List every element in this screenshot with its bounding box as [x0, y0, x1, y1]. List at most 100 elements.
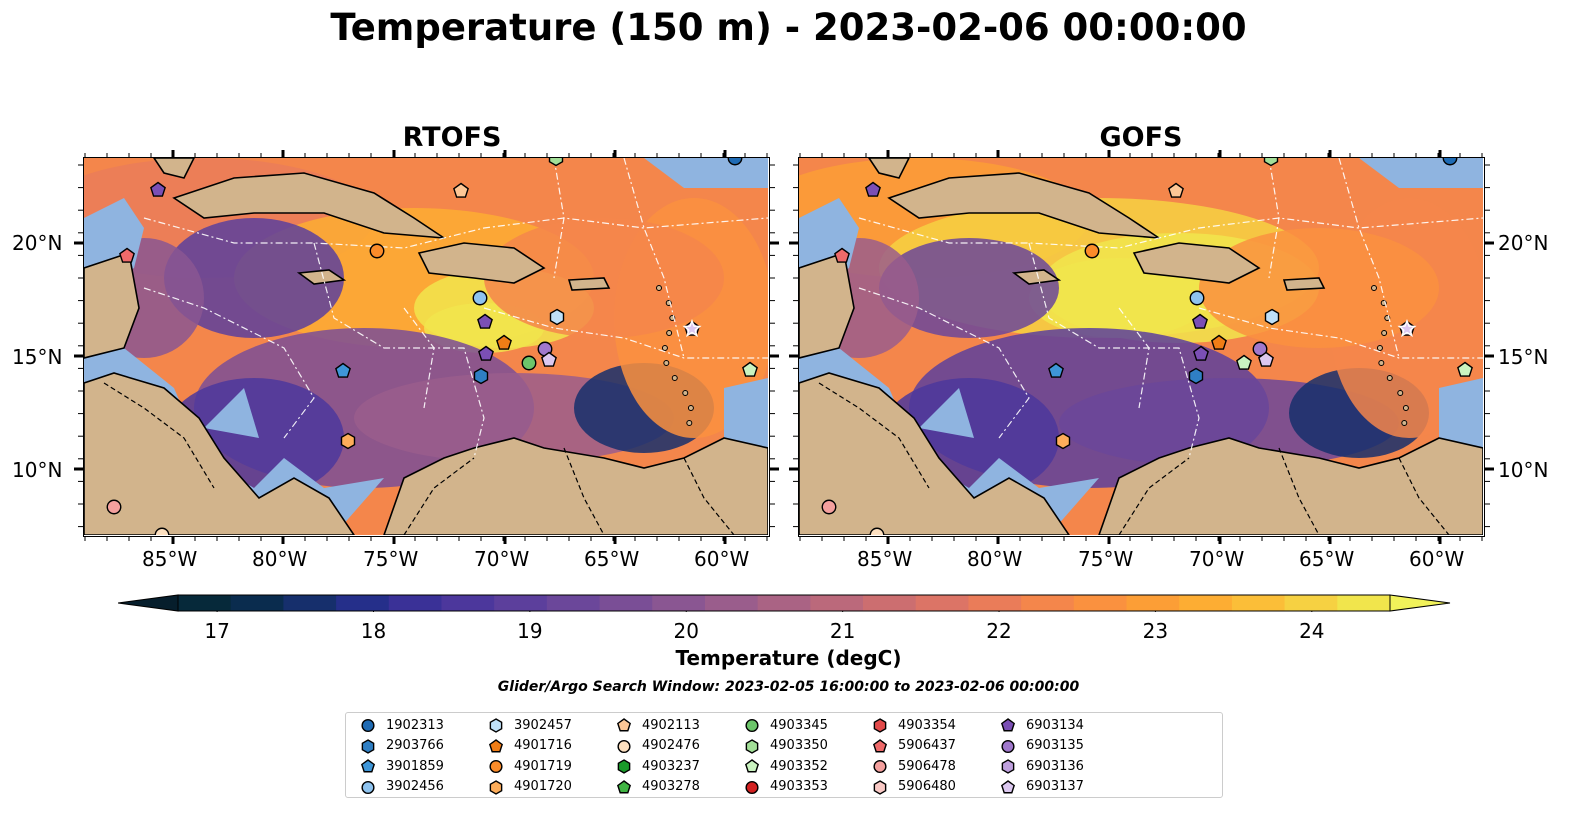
float-marker-3902456[interactable] — [472, 290, 488, 306]
float-marker-4903350[interactable] — [1263, 158, 1279, 167]
border-line — [1398, 457, 1450, 535]
legend-item-4903352: 4903352 — [744, 756, 828, 776]
colorbar-over-arrow — [1389, 594, 1451, 612]
land-polygon — [296, 269, 347, 285]
island — [1397, 390, 1404, 396]
colorbar-bin — [1021, 595, 1075, 611]
legend-marker — [617, 739, 631, 753]
float-marker-4901720[interactable] — [1055, 432, 1071, 450]
float-marker-6903134[interactable] — [150, 181, 166, 197]
float-marker-5906478[interactable] — [821, 499, 837, 515]
legend-item-5906478: 5906478 — [872, 756, 956, 776]
eez-line — [313, 242, 485, 459]
float-marker-4903352[interactable] — [1236, 354, 1252, 370]
land-polygon — [153, 158, 195, 179]
legend-label: 4903350 — [770, 738, 828, 753]
x-tick-label: 65°W — [1299, 547, 1355, 571]
legend-label: 4903345 — [770, 717, 828, 733]
x-tick-label: 85°W — [857, 547, 913, 571]
legend-item-5906437: 5906437 — [872, 736, 956, 756]
legend: 1902313 2903766 3901859 3902456 3902457 49017… — [345, 712, 1223, 798]
x-tick-label: 75°W — [363, 547, 419, 571]
legend-item-4903345: 4903345 — [744, 715, 828, 735]
y-tick-label: 20°N — [1498, 231, 1549, 255]
eez-boundaries — [858, 158, 1483, 459]
colorbar-bin — [546, 595, 601, 611]
land-polygon — [868, 158, 910, 179]
island — [1401, 420, 1408, 426]
float-marker-3901859[interactable] — [335, 362, 351, 378]
float-marker-4903352[interactable] — [1457, 361, 1473, 377]
float-marker-4903352[interactable] — [742, 361, 758, 377]
float-marker-6903134[interactable] — [477, 313, 493, 329]
float-marker-4902113[interactable] — [1168, 182, 1184, 198]
rtofs-map[interactable] — [83, 157, 770, 537]
float-marker-2903766[interactable] — [473, 367, 489, 385]
float-marker-1902313[interactable] — [1442, 158, 1458, 166]
float-marker-6903137[interactable] — [541, 351, 557, 367]
float-marker-5906437[interactable] — [119, 247, 135, 263]
float-marker-4903345[interactable] — [521, 355, 537, 371]
hexagon-marker-icon — [361, 738, 375, 754]
eez-line — [1028, 242, 1200, 459]
float-marker-4901716[interactable] — [1211, 334, 1227, 350]
legend-item-4902113: 4902113 — [616, 715, 700, 735]
island — [663, 360, 670, 366]
float-marker-4901716[interactable] — [496, 334, 512, 350]
x-tick-label: 70°W — [474, 547, 530, 571]
float-marker-4902113[interactable] — [453, 182, 469, 198]
eez-line — [1118, 307, 1150, 409]
float-marker-6903137[interactable] — [1258, 351, 1274, 367]
float-marker-4902476[interactable] — [869, 527, 885, 535]
float-marker-3901859[interactable] — [1048, 362, 1064, 378]
colorbar-bin — [494, 595, 548, 611]
colorbar-tick-label: 23 — [1142, 619, 1169, 643]
hexagon-marker-icon — [745, 738, 759, 754]
legend-label: 4903352 — [770, 758, 828, 774]
eez-line — [1198, 307, 1483, 359]
float-marker-2903766[interactable] — [1188, 367, 1204, 385]
island — [1376, 345, 1383, 351]
colorbar-bin — [336, 595, 390, 611]
float-marker-4903350[interactable] — [548, 158, 564, 167]
legend-marker — [616, 779, 632, 793]
border-line — [1278, 447, 1320, 535]
float-marker-6903134[interactable] — [478, 345, 494, 361]
circle-marker-icon — [745, 718, 759, 733]
gofs-map[interactable] — [798, 157, 1485, 537]
legend-item-5906480: 5906480 — [872, 777, 956, 797]
y-tick-label: 15°N — [1498, 345, 1549, 369]
colorbar-bin — [1179, 595, 1233, 611]
circle-marker-icon — [1001, 739, 1015, 753]
float-marker-5906437[interactable] — [834, 247, 850, 263]
float-marker-3902456[interactable] — [1189, 290, 1205, 306]
legend-marker — [1000, 779, 1016, 793]
pentagon-marker-icon — [744, 759, 760, 773]
float-marker-3902457[interactable] — [549, 308, 565, 326]
legend-item-4902476: 4902476 — [616, 736, 700, 756]
float-marker-6903134[interactable] — [865, 181, 881, 197]
legend-item-4903354: 4903354 — [872, 715, 956, 735]
float-marker-4901720[interactable] — [340, 432, 356, 450]
legend-label: 3902457 — [514, 717, 572, 733]
float-marker-4901719[interactable] — [369, 243, 385, 259]
float-marker-6903134[interactable] — [1193, 345, 1209, 361]
float-marker-5906478[interactable] — [106, 499, 122, 515]
pentagon-marker-icon — [488, 738, 504, 752]
island — [687, 405, 694, 411]
float-marker-4901719[interactable] — [1084, 243, 1100, 259]
island — [671, 375, 678, 381]
float-marker-4902476[interactable] — [154, 527, 170, 535]
legend-marker — [617, 759, 631, 774]
float-marker-3902457[interactable] — [1264, 308, 1280, 326]
float-marker-6903135[interactable] — [1252, 341, 1268, 357]
legend-label: 2903766 — [386, 738, 444, 753]
float-marker-1902313[interactable] — [727, 158, 743, 166]
float-marker-6903134[interactable] — [1192, 313, 1208, 329]
colorbar-bin — [704, 595, 759, 611]
float-markers — [821, 158, 1473, 535]
colorbar-label: Temperature (degC) — [675, 646, 902, 670]
legend-marker — [489, 759, 503, 774]
eez-line — [1338, 158, 1400, 359]
legend-marker — [1001, 759, 1015, 774]
